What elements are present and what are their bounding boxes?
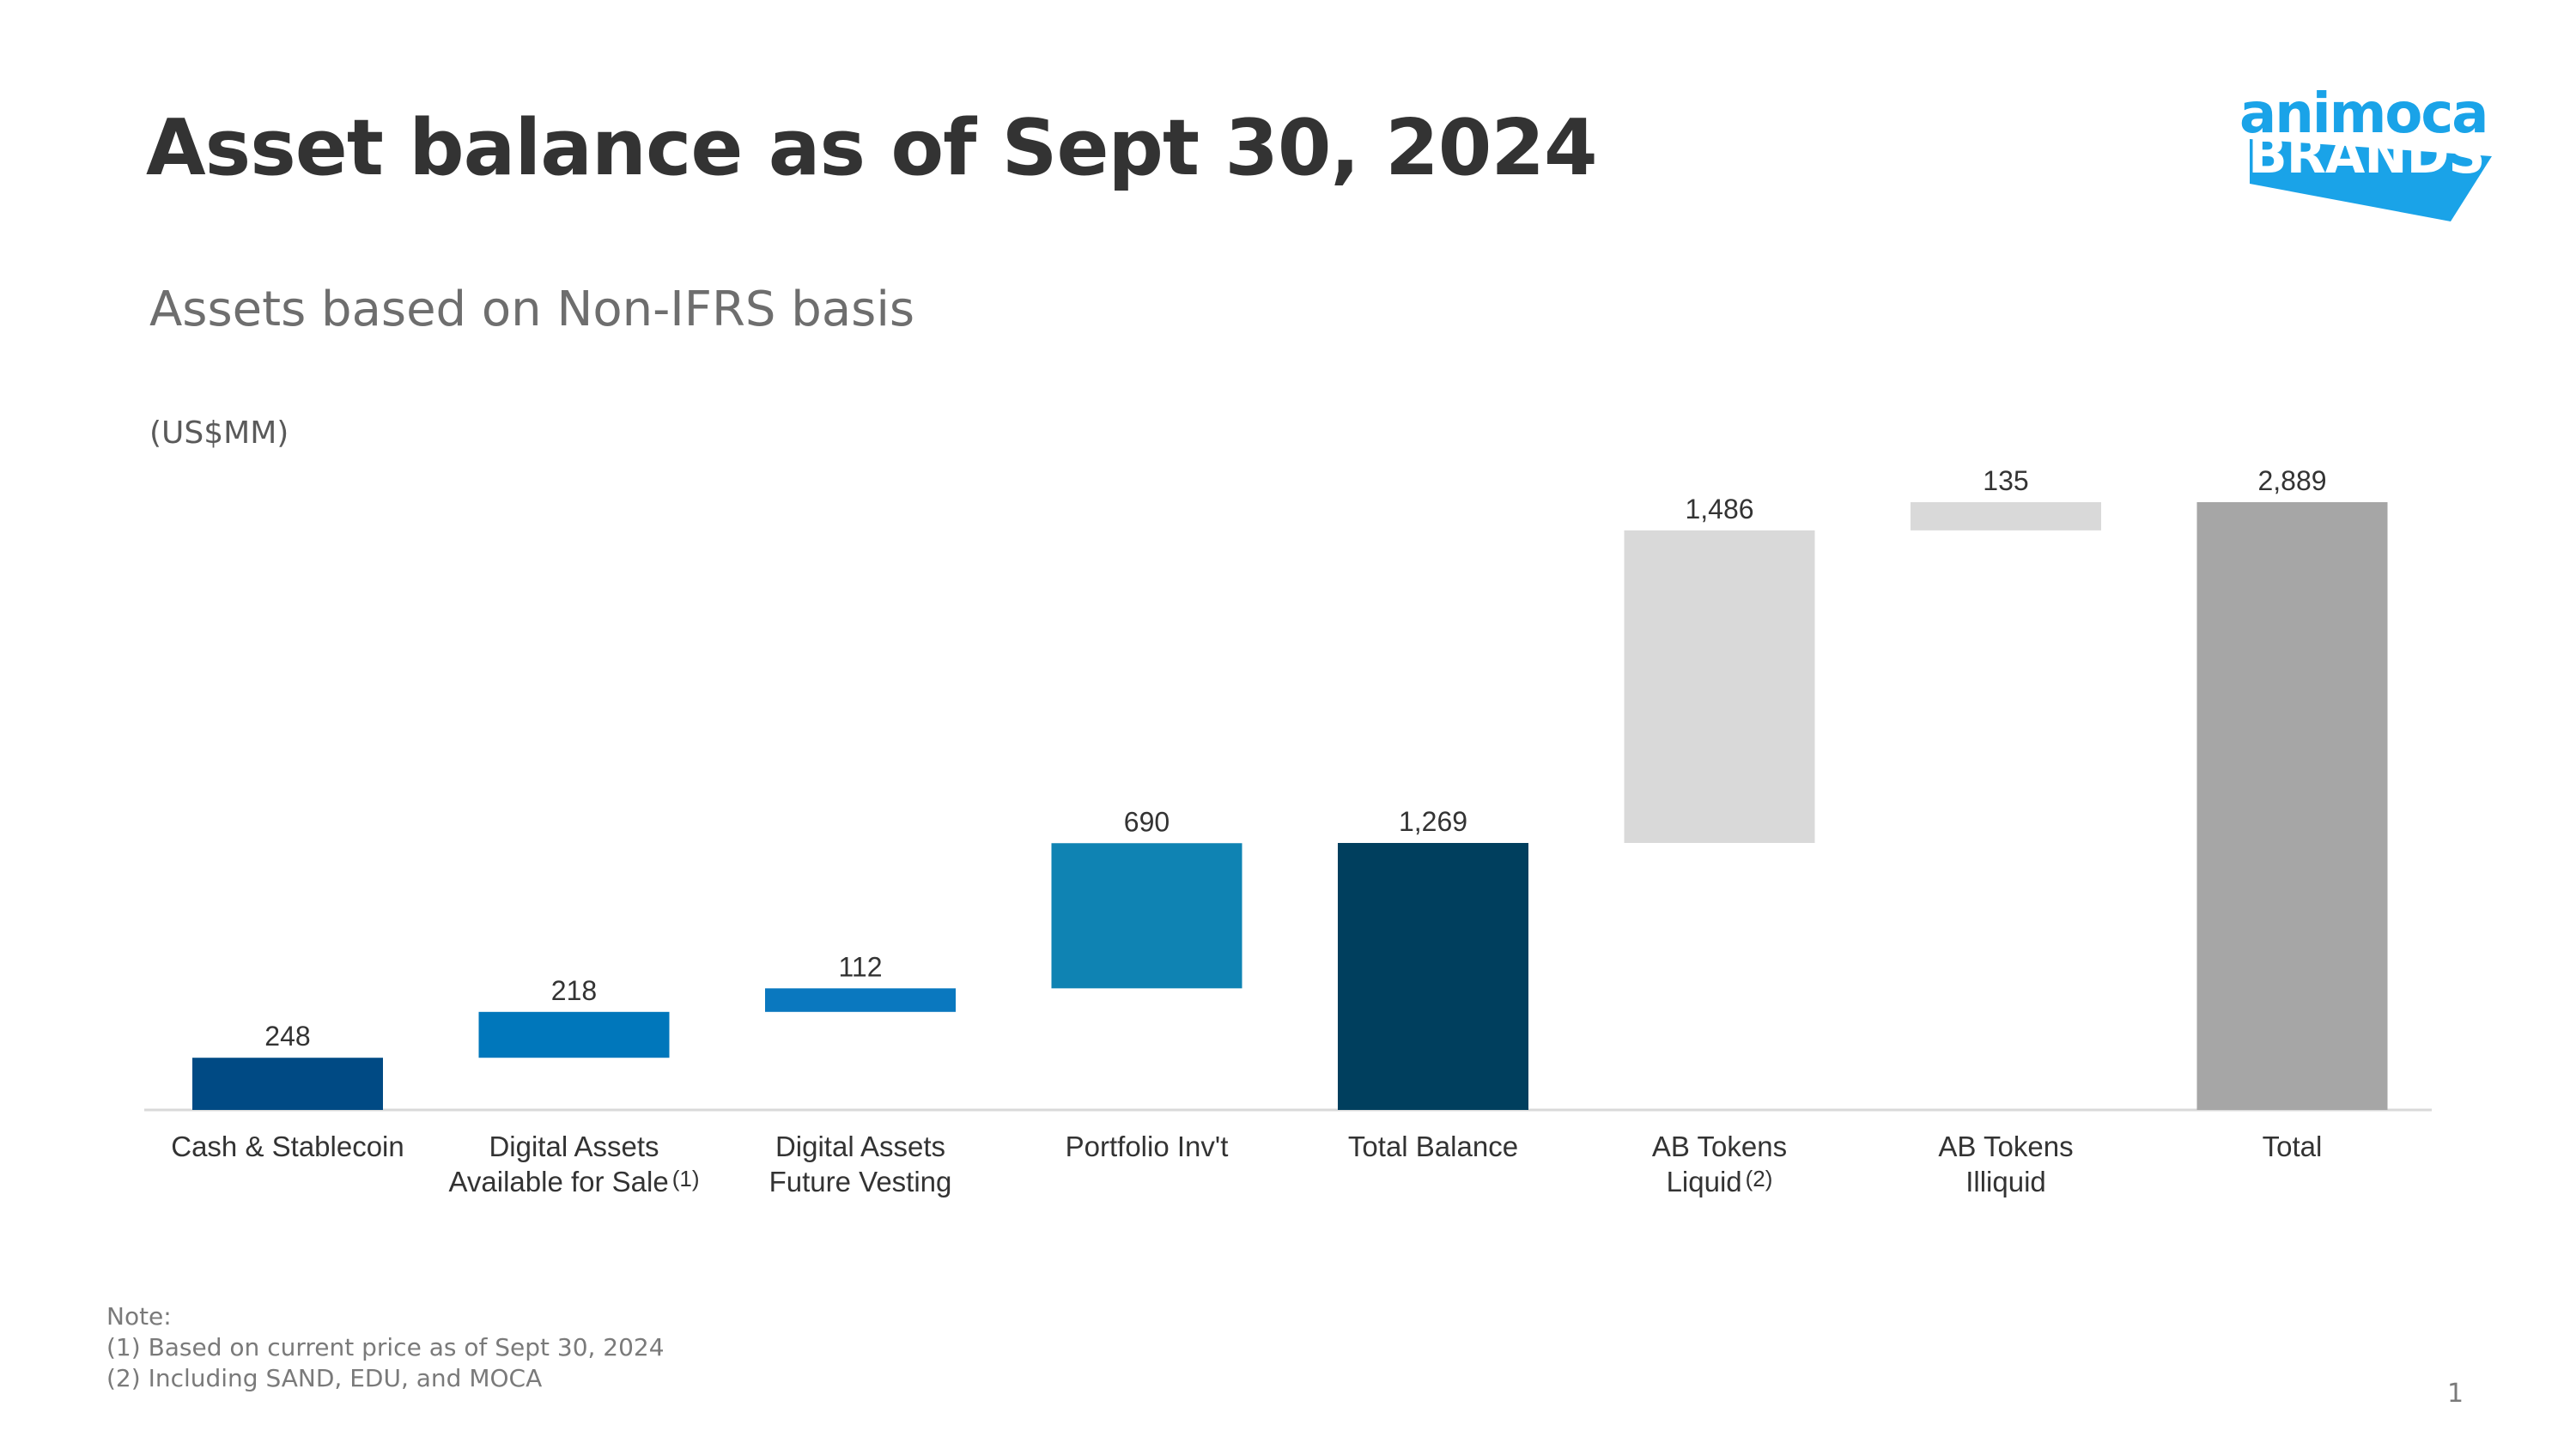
logo-text-bottom: BRANDS — [2248, 125, 2486, 185]
category-label-3-line2: Future Vesting — [769, 1166, 952, 1197]
footnote-1: (1) Based on current price as of Sept 30… — [106, 1333, 665, 1361]
bar-8 — [2196, 502, 2388, 1110]
value-label-8: 2,889 — [2257, 465, 2326, 496]
category-label-6-line1: AB Tokens — [1652, 1131, 1787, 1162]
page-number: 1 — [2447, 1379, 2464, 1409]
logo-flag-icon — [2250, 139, 2492, 221]
footnotes: Note: (1) Based on current price as of S… — [106, 1301, 665, 1394]
category-label-8-line1: Total — [2263, 1131, 2323, 1162]
bar-2 — [478, 1011, 670, 1058]
category-label-7-line1: AB Tokens — [1938, 1131, 2073, 1162]
category-label-1-line1: Cash & Stablecoin — [171, 1131, 404, 1162]
category-label-2-line2: Available for Sale (1) — [449, 1166, 700, 1197]
value-label-7: 135 — [1983, 465, 2028, 496]
bar-3 — [765, 988, 956, 1012]
bar-4 — [1051, 843, 1242, 989]
footnote-heading: Note: — [106, 1302, 172, 1331]
page-subtitle: Assets based on Non-IFRS basis — [149, 282, 915, 337]
category-label-2-line1: Digital Assets — [489, 1131, 659, 1162]
bars-layer — [192, 502, 2388, 1110]
unit-label: (US$MM) — [149, 415, 289, 451]
bar-5 — [1338, 843, 1528, 1110]
value-label-5: 1,269 — [1399, 806, 1467, 837]
waterfall-chart: 248 218 112 690 1,269 1,486 135 2,889 Cash & St… — [144, 465, 2432, 1197]
footnote-2: (2) Including SAND, EDU, and MOCA — [106, 1364, 543, 1392]
bar-1 — [192, 1058, 383, 1110]
value-label-1: 248 — [264, 1021, 310, 1052]
logo-text-top: animoca — [2239, 82, 2488, 146]
value-label-6: 1,486 — [1685, 494, 1753, 524]
bar-7 — [1911, 502, 2101, 530]
footnote-marker: (2) — [1746, 1166, 1773, 1191]
value-label-3: 112 — [838, 951, 882, 982]
value-labels-layer: 248 218 112 690 1,269 1,486 135 2,889 — [264, 465, 2326, 1052]
value-label-2: 218 — [551, 975, 597, 1006]
page-title: Asset balance as of Sept 30, 2024 — [146, 103, 1598, 193]
value-label-4: 690 — [1124, 806, 1170, 837]
category-label-6-line2: Liquid (2) — [1667, 1166, 1773, 1197]
bar-6 — [1624, 530, 1815, 844]
category-label-7-line2: Illiquid — [1965, 1166, 2046, 1197]
category-label-4-line1: Portfolio Inv't — [1066, 1131, 1229, 1162]
category-label-5-line1: Total Balance — [1348, 1131, 1518, 1162]
category-labels-layer: Cash & Stablecoin Digital Assets Available… — [171, 1131, 2322, 1197]
animoca-brands-logo: animoca BRANDS — [2233, 77, 2507, 232]
category-label-3-line1: Digital Assets — [775, 1131, 945, 1162]
footnote-marker: (1) — [672, 1166, 700, 1191]
